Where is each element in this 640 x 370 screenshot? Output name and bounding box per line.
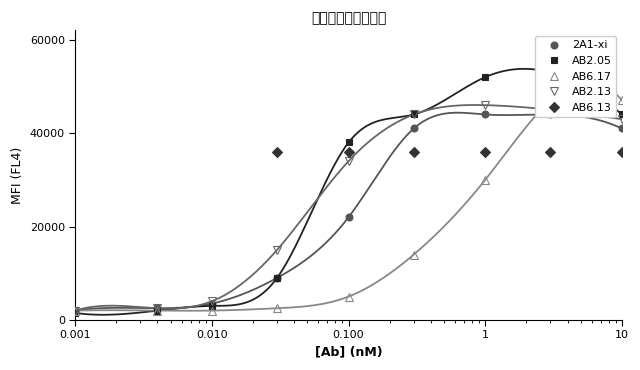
AB2.13 [345,159,353,164]
AB2.05 [410,112,417,117]
2A1-xi [481,112,489,117]
AB6.13 [481,149,489,154]
Line: 2A1-xi: 2A1-xi [72,111,625,314]
AB2.13 [273,248,281,252]
AB2.13 [481,103,489,107]
AB2.05 [273,276,281,280]
X-axis label: [Ab] (nM): [Ab] (nM) [315,346,382,359]
AB2.13 [547,108,554,112]
2A1-xi [618,126,626,131]
AB2.13 [618,117,626,121]
Line: AB2.13: AB2.13 [71,101,626,315]
AB6.17 [410,252,417,257]
AB2.13 [208,299,216,303]
2A1-xi [547,112,554,117]
AB2.05 [547,70,554,75]
2A1-xi [410,126,417,131]
AB6.17 [345,295,353,299]
AB6.13 [618,149,626,154]
2A1-xi [154,306,161,310]
AB6.17 [72,308,79,313]
AB6.13 [273,149,281,154]
AB2.13 [154,306,161,310]
AB2.13 [410,112,417,117]
AB2.05 [345,140,353,145]
Line: AB6.13: AB6.13 [274,148,625,155]
AB6.17 [273,306,281,310]
2A1-xi [273,276,281,280]
Legend: 2A1-xi, AB2.05, AB6.17, AB2.13, AB6.13: 2A1-xi, AB2.05, AB6.17, AB2.13, AB6.13 [535,36,616,117]
AB6.13 [345,149,353,154]
Y-axis label: MFI (FL4): MFI (FL4) [11,147,24,204]
AB2.05 [72,311,79,315]
AB6.17 [208,308,216,313]
AB6.13 [410,149,417,154]
2A1-xi [72,308,79,313]
Line: AB6.17: AB6.17 [71,96,626,315]
AB6.13 [547,149,554,154]
Title: ヒト化２Ａ１変異体: ヒト化２Ａ１変異体 [311,11,386,25]
AB2.13 [72,308,79,313]
2A1-xi [208,301,216,306]
AB2.05 [481,75,489,79]
AB6.17 [154,308,161,313]
AB2.05 [154,308,161,313]
AB2.05 [208,304,216,308]
2A1-xi [345,215,353,219]
AB6.17 [547,98,554,103]
Line: AB2.05: AB2.05 [72,69,625,316]
AB6.17 [481,178,489,182]
AB6.17 [618,98,626,103]
AB2.05 [618,112,626,117]
